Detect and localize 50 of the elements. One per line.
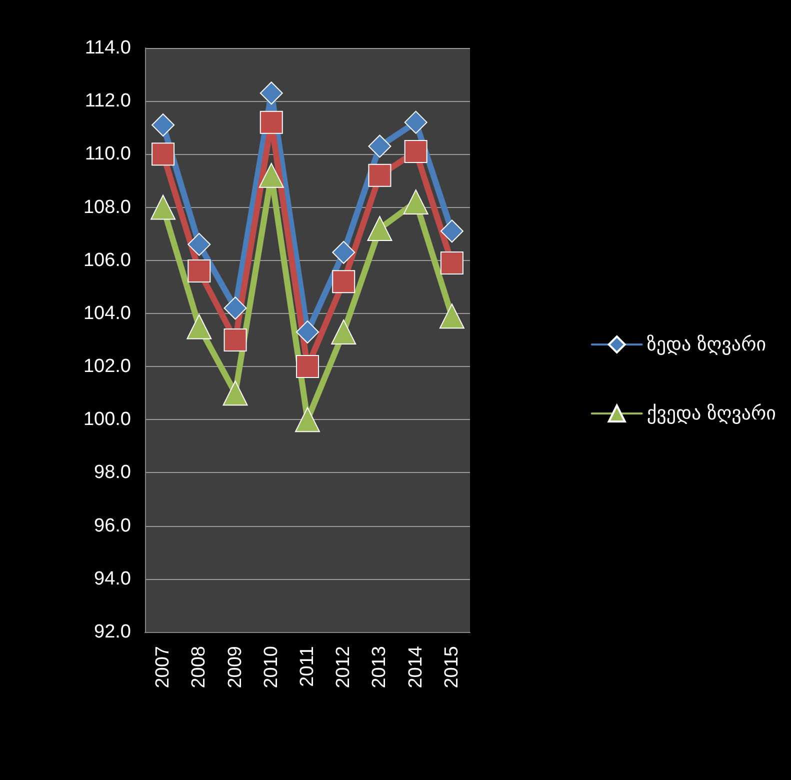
- point: [404, 140, 428, 164]
- point: [403, 189, 428, 214]
- point: [296, 355, 319, 378]
- point: [150, 194, 176, 220]
- point: [260, 110, 283, 134]
- point: [296, 320, 319, 344]
- x-tick-label: 2010: [260, 646, 282, 688]
- point: [224, 328, 247, 352]
- point: [368, 164, 392, 187]
- legend-label: ზედა ზღვარი: [646, 334, 766, 356]
- point: [367, 216, 392, 242]
- y-tick-label: 98.0: [94, 462, 131, 484]
- y-tick-label: 94.0: [94, 568, 131, 590]
- point: [440, 252, 464, 275]
- point: [331, 320, 356, 345]
- point: [186, 314, 212, 340]
- legend-label: ქვედა ზღვარი: [646, 402, 776, 424]
- point: [439, 304, 464, 329]
- point: [152, 142, 175, 166]
- point: [404, 110, 428, 134]
- y-tick-label: 106.0: [83, 250, 131, 271]
- y-tick-label: 102.0: [83, 356, 131, 378]
- x-tick-label: 2014: [405, 646, 426, 688]
- point: [224, 296, 247, 320]
- y-tick-label: 110.0: [84, 144, 131, 165]
- point: [152, 113, 175, 136]
- y-tick-label: 96.0: [94, 515, 131, 536]
- y-tick-label: 100.0: [83, 409, 131, 430]
- x-tick-label: 2007: [152, 646, 174, 688]
- point: [258, 162, 284, 188]
- x-tick-label: 2015: [441, 646, 462, 688]
- point: [222, 380, 248, 406]
- y-tick-label: 92.0: [94, 622, 131, 642]
- y-tick-label: 114.0: [84, 38, 131, 58]
- point: [332, 240, 356, 264]
- point: [332, 270, 356, 294]
- x-tick-label: 2013: [369, 646, 390, 688]
- point: [368, 134, 392, 158]
- x-tick-label: 2008: [188, 646, 210, 688]
- point: [295, 407, 320, 432]
- x-tick-label: 2009: [224, 646, 246, 688]
- y-tick-label: 108.0: [83, 196, 131, 218]
- point: [188, 232, 211, 256]
- y-tick-label: 104.0: [83, 302, 131, 324]
- x-tick-label: 2011: [297, 646, 318, 687]
- y-tick-label: 112.0: [84, 90, 131, 112]
- x-tick-label: 2012: [333, 646, 354, 688]
- point: [188, 259, 211, 282]
- point: [440, 220, 464, 243]
- point: [260, 82, 283, 105]
